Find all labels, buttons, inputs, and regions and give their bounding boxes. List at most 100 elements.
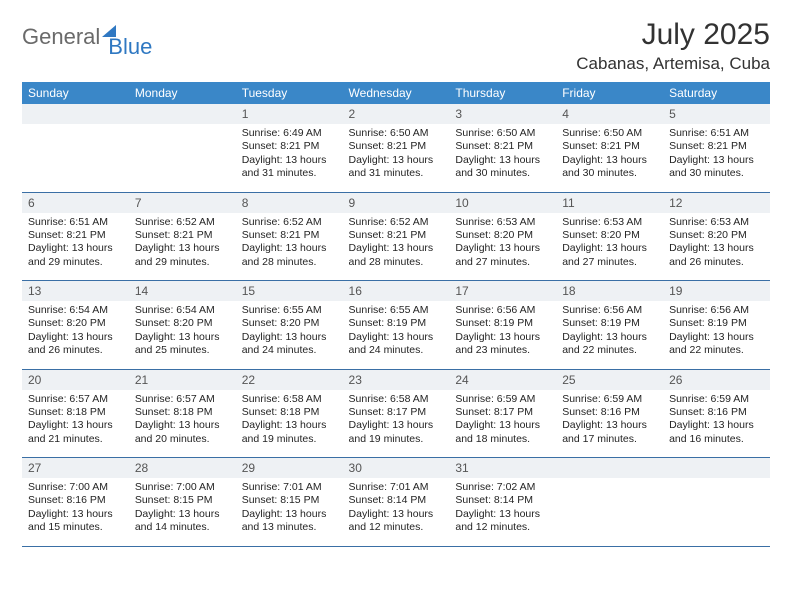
sunset-line: Sunset: 8:19 PM	[562, 317, 657, 330]
logo: General Blue	[22, 18, 152, 50]
day-info-cell: Sunrise: 6:55 AMSunset: 8:20 PMDaylight:…	[236, 301, 343, 369]
sunset-line: Sunset: 8:17 PM	[455, 406, 550, 419]
sunrise-line: Sunrise: 6:55 AM	[349, 304, 444, 317]
day-number-cell: 9	[343, 192, 450, 213]
daylight-line: Daylight: 13 hours and 16 minutes.	[669, 419, 764, 446]
location-subtitle: Cabanas, Artemisa, Cuba	[576, 54, 770, 74]
day-info-row: Sunrise: 6:49 AMSunset: 8:21 PMDaylight:…	[22, 124, 770, 192]
day-number-cell	[556, 458, 663, 479]
day-info-cell: Sunrise: 6:56 AMSunset: 8:19 PMDaylight:…	[556, 301, 663, 369]
sunset-line: Sunset: 8:19 PM	[349, 317, 444, 330]
day-info-cell: Sunrise: 7:02 AMSunset: 8:14 PMDaylight:…	[449, 478, 556, 546]
daylight-line: Daylight: 13 hours and 19 minutes.	[242, 419, 337, 446]
sunset-line: Sunset: 8:16 PM	[562, 406, 657, 419]
sunrise-line: Sunrise: 7:02 AM	[455, 481, 550, 494]
sunset-line: Sunset: 8:21 PM	[562, 140, 657, 153]
day-number-cell: 13	[22, 281, 129, 302]
sunset-line: Sunset: 8:15 PM	[242, 494, 337, 507]
sunset-line: Sunset: 8:20 PM	[28, 317, 123, 330]
sunrise-line: Sunrise: 6:52 AM	[349, 216, 444, 229]
day-info-cell: Sunrise: 6:52 AMSunset: 8:21 PMDaylight:…	[129, 213, 236, 281]
weekday-header: Saturday	[663, 82, 770, 104]
sunrise-line: Sunrise: 6:53 AM	[455, 216, 550, 229]
day-info-cell: Sunrise: 6:59 AMSunset: 8:17 PMDaylight:…	[449, 390, 556, 458]
sunrise-line: Sunrise: 6:57 AM	[28, 393, 123, 406]
weekday-header: Thursday	[449, 82, 556, 104]
day-number-cell: 27	[22, 458, 129, 479]
day-number-cell: 12	[663, 192, 770, 213]
daylight-line: Daylight: 13 hours and 26 minutes.	[669, 242, 764, 269]
day-info-cell: Sunrise: 7:01 AMSunset: 8:14 PMDaylight:…	[343, 478, 450, 546]
daylight-line: Daylight: 13 hours and 25 minutes.	[135, 331, 230, 358]
day-info-cell: Sunrise: 6:59 AMSunset: 8:16 PMDaylight:…	[556, 390, 663, 458]
day-number-cell: 16	[343, 281, 450, 302]
day-info-cell: Sunrise: 6:58 AMSunset: 8:18 PMDaylight:…	[236, 390, 343, 458]
sunrise-line: Sunrise: 6:53 AM	[562, 216, 657, 229]
day-info-cell: Sunrise: 6:52 AMSunset: 8:21 PMDaylight:…	[236, 213, 343, 281]
day-info-cell: Sunrise: 7:01 AMSunset: 8:15 PMDaylight:…	[236, 478, 343, 546]
daylight-line: Daylight: 13 hours and 12 minutes.	[455, 508, 550, 535]
sunset-line: Sunset: 8:20 PM	[242, 317, 337, 330]
sunset-line: Sunset: 8:18 PM	[135, 406, 230, 419]
day-info-cell: Sunrise: 6:57 AMSunset: 8:18 PMDaylight:…	[129, 390, 236, 458]
sunrise-line: Sunrise: 6:59 AM	[562, 393, 657, 406]
sunrise-line: Sunrise: 6:56 AM	[455, 304, 550, 317]
day-number-cell	[663, 458, 770, 479]
sunset-line: Sunset: 8:20 PM	[562, 229, 657, 242]
weekday-header: Tuesday	[236, 82, 343, 104]
sunset-line: Sunset: 8:19 PM	[455, 317, 550, 330]
day-info-cell	[129, 124, 236, 192]
day-info-cell: Sunrise: 6:59 AMSunset: 8:16 PMDaylight:…	[663, 390, 770, 458]
daylight-line: Daylight: 13 hours and 17 minutes.	[562, 419, 657, 446]
sunrise-line: Sunrise: 6:56 AM	[669, 304, 764, 317]
logo-text-blue: Blue	[108, 34, 152, 60]
logo-text-general: General	[22, 24, 100, 50]
day-number-row: 12345	[22, 104, 770, 124]
daylight-line: Daylight: 13 hours and 31 minutes.	[242, 154, 337, 181]
day-number-cell: 30	[343, 458, 450, 479]
day-number-cell: 21	[129, 369, 236, 390]
day-info-cell: Sunrise: 7:00 AMSunset: 8:16 PMDaylight:…	[22, 478, 129, 546]
daylight-line: Daylight: 13 hours and 20 minutes.	[135, 419, 230, 446]
daylight-line: Daylight: 13 hours and 29 minutes.	[135, 242, 230, 269]
day-number-cell: 29	[236, 458, 343, 479]
sunrise-line: Sunrise: 6:50 AM	[349, 127, 444, 140]
day-number-cell: 6	[22, 192, 129, 213]
day-number-cell: 31	[449, 458, 556, 479]
day-info-cell: Sunrise: 6:56 AMSunset: 8:19 PMDaylight:…	[663, 301, 770, 369]
day-number-row: 20212223242526	[22, 369, 770, 390]
sunrise-line: Sunrise: 7:01 AM	[242, 481, 337, 494]
sunrise-line: Sunrise: 7:01 AM	[349, 481, 444, 494]
sunrise-line: Sunrise: 6:52 AM	[242, 216, 337, 229]
daylight-line: Daylight: 13 hours and 29 minutes.	[28, 242, 123, 269]
sunset-line: Sunset: 8:15 PM	[135, 494, 230, 507]
daylight-line: Daylight: 13 hours and 13 minutes.	[242, 508, 337, 535]
daylight-line: Daylight: 13 hours and 28 minutes.	[242, 242, 337, 269]
day-info-cell: Sunrise: 7:00 AMSunset: 8:15 PMDaylight:…	[129, 478, 236, 546]
day-info-cell: Sunrise: 6:52 AMSunset: 8:21 PMDaylight:…	[343, 213, 450, 281]
daylight-line: Daylight: 13 hours and 15 minutes.	[28, 508, 123, 535]
day-number-cell: 1	[236, 104, 343, 124]
daylight-line: Daylight: 13 hours and 19 minutes.	[349, 419, 444, 446]
day-number-cell: 20	[22, 369, 129, 390]
day-number-cell: 5	[663, 104, 770, 124]
day-number-row: 2728293031	[22, 458, 770, 479]
daylight-line: Daylight: 13 hours and 30 minutes.	[562, 154, 657, 181]
day-number-cell: 19	[663, 281, 770, 302]
sunset-line: Sunset: 8:21 PM	[669, 140, 764, 153]
weekday-header: Friday	[556, 82, 663, 104]
daylight-line: Daylight: 13 hours and 22 minutes.	[669, 331, 764, 358]
daylight-line: Daylight: 13 hours and 14 minutes.	[135, 508, 230, 535]
sunset-line: Sunset: 8:20 PM	[135, 317, 230, 330]
sunrise-line: Sunrise: 6:56 AM	[562, 304, 657, 317]
sunrise-line: Sunrise: 6:59 AM	[455, 393, 550, 406]
day-number-cell: 15	[236, 281, 343, 302]
day-info-row: Sunrise: 7:00 AMSunset: 8:16 PMDaylight:…	[22, 478, 770, 546]
day-info-cell: Sunrise: 6:58 AMSunset: 8:17 PMDaylight:…	[343, 390, 450, 458]
sunrise-line: Sunrise: 6:53 AM	[669, 216, 764, 229]
day-number-cell: 2	[343, 104, 450, 124]
day-info-cell: Sunrise: 6:57 AMSunset: 8:18 PMDaylight:…	[22, 390, 129, 458]
day-number-cell: 28	[129, 458, 236, 479]
sunrise-line: Sunrise: 6:58 AM	[242, 393, 337, 406]
daylight-line: Daylight: 13 hours and 27 minutes.	[455, 242, 550, 269]
